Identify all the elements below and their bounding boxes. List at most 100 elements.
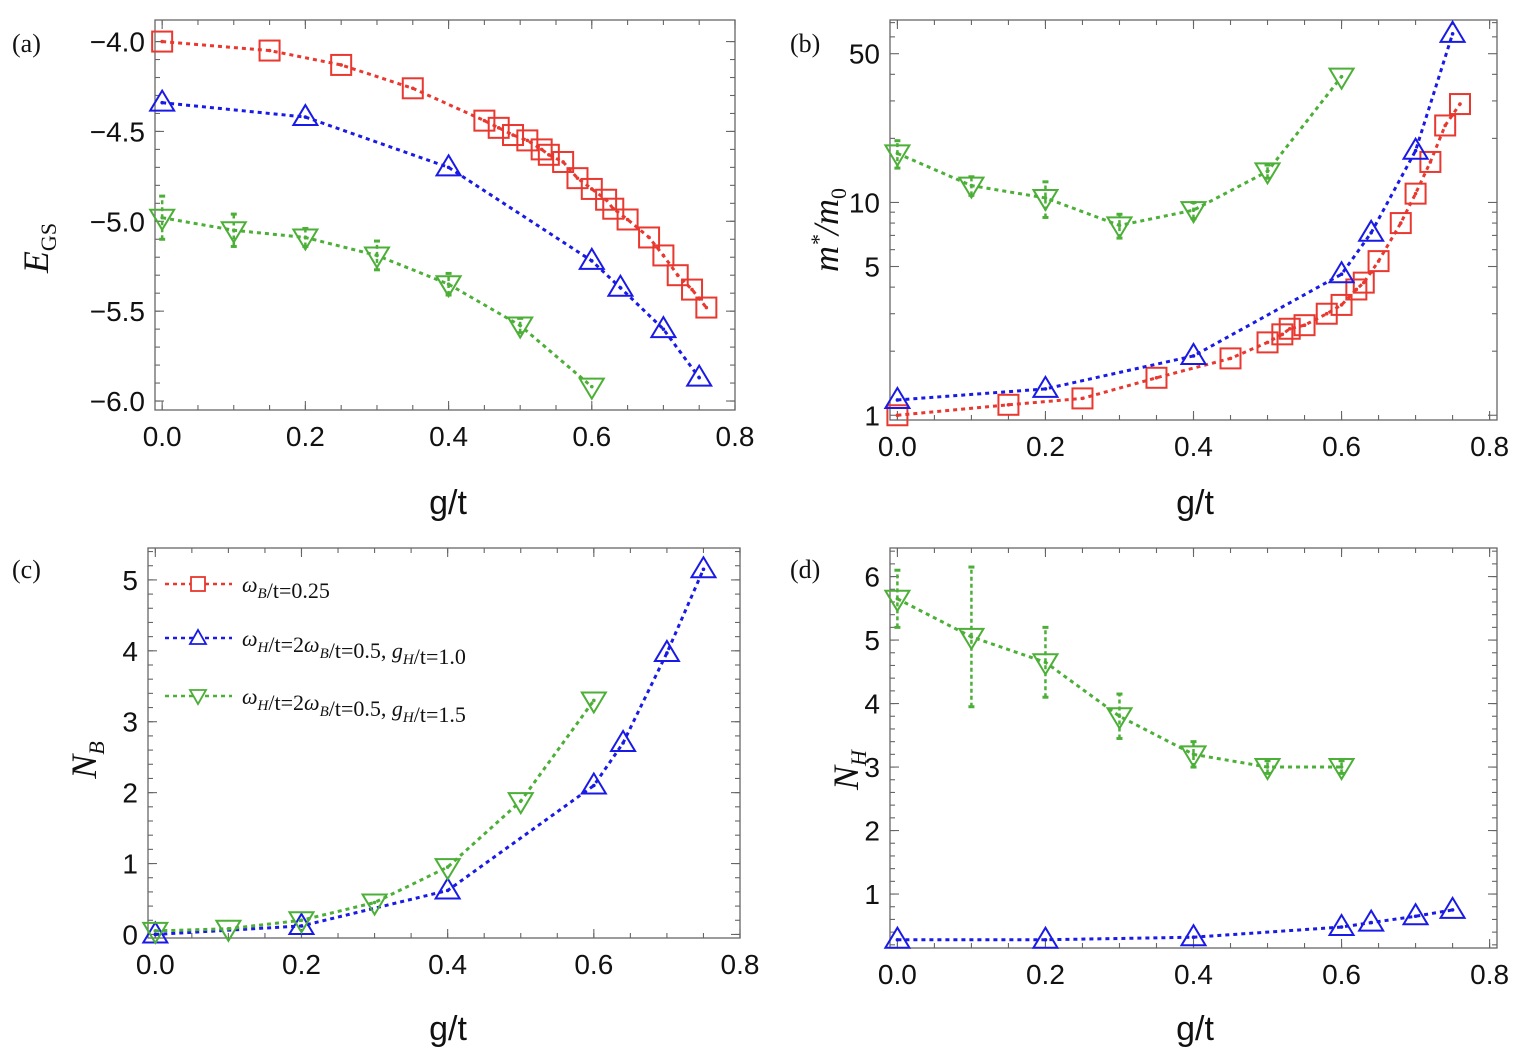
marker-square-a-dot	[339, 63, 343, 67]
marker-down-c	[287, 911, 316, 935]
marker-down-a	[291, 228, 320, 252]
marker-square-a-dot	[704, 305, 709, 310]
marker-square-a-dot	[496, 126, 501, 130]
marker-square-a-dot	[589, 187, 594, 191]
axes-frame-d	[889, 547, 1498, 949]
marker-square-a	[516, 129, 539, 152]
marker-square-b-dot	[1302, 323, 1307, 327]
marker-square-a-dot	[625, 217, 630, 222]
marker-square-a	[681, 278, 704, 301]
xtick-label-d: 0.2	[1026, 959, 1065, 990]
marker-down-d	[1179, 745, 1208, 769]
marker-square-b	[1315, 302, 1338, 325]
panel-a: (a) EGS g/t 0.0 0.2 0.4 0.6 0.8 −6.0 −5.5 −5.0 −…	[12, 19, 754, 522]
xtick-label-d: 0.6	[1322, 959, 1361, 990]
marker-down-b-dot	[1043, 196, 1048, 200]
marker-square-b	[1271, 323, 1294, 346]
ytick-label-b: 1	[864, 400, 880, 431]
marker-square-a-dot	[661, 253, 666, 258]
series-line-down-d	[896, 597, 1342, 769]
marker-square-b	[1071, 387, 1094, 410]
marker-up-b	[883, 386, 912, 409]
marker-square-a-dot	[482, 118, 487, 123]
marker-down-d	[957, 627, 986, 651]
marker-down-d	[1105, 707, 1134, 731]
marker-square-b-dot	[1339, 303, 1344, 307]
xtick-label-c: 0.2	[282, 949, 321, 980]
marker-up-c	[609, 729, 637, 752]
marker-square-a	[695, 296, 718, 319]
marker-down-d	[1031, 653, 1060, 677]
marker-down-b-dot	[1265, 169, 1270, 174]
marker-up-a	[434, 153, 463, 177]
marker-square-b	[1448, 93, 1471, 116]
marker-up-c-dot	[665, 651, 669, 655]
marker-up-a-dot	[589, 259, 594, 263]
marker-square-b	[1278, 317, 1301, 340]
marker-square-b-dot	[1443, 123, 1447, 128]
marker-up-b-dot	[895, 398, 900, 402]
marker-up-c	[580, 771, 608, 795]
marker-down-b-dot	[1191, 208, 1196, 212]
marker-square-a	[638, 226, 661, 249]
legend: ωB/t=0.25 ωH/t=2ωB/t=0.5, gH/t=1.0 ωH/t=2ω…	[165, 572, 466, 727]
ytick-label-c: 1	[122, 849, 138, 880]
marker-up-b	[1357, 218, 1385, 242]
xtick-label-a: 0.6	[572, 421, 611, 452]
marker-square-b	[1434, 114, 1457, 137]
marker-square-a-dot	[525, 138, 530, 143]
marker-square-a	[487, 116, 510, 139]
marker-down-a-dot	[375, 253, 379, 258]
xtick-label-c: 0.6	[574, 949, 613, 980]
marker-up-a	[291, 103, 320, 127]
marker-up-a-dot	[303, 115, 308, 119]
marker-down-d-dot	[1117, 714, 1122, 719]
legend-marker-down	[188, 689, 208, 706]
marker-square-b-dot	[1458, 102, 1462, 106]
marker-square-a	[552, 150, 575, 173]
marker-down-b-dot	[969, 183, 974, 188]
marker-up-c-dot	[621, 741, 625, 745]
series-line-up-b	[897, 33, 1455, 402]
marker-square-b	[886, 404, 909, 427]
marker-square-a	[330, 53, 353, 76]
marker-square-b-dot	[1154, 375, 1159, 380]
marker-square-a-dot	[690, 287, 694, 292]
marker-down-b	[883, 144, 912, 168]
marker-down-a	[506, 316, 534, 340]
marker-square-b-dot	[1398, 221, 1403, 225]
ytick-label-c: 3	[122, 707, 138, 738]
marker-square-a	[530, 138, 553, 161]
ytick-label-c: 2	[122, 778, 138, 809]
marker-up-b	[1179, 341, 1208, 365]
marker-square-b	[1145, 366, 1168, 389]
series-line-down-c	[155, 699, 596, 933]
marker-up-c-dot	[299, 924, 304, 928]
marker-up-b-dot	[1043, 387, 1048, 391]
marker-down-c-dot	[592, 698, 596, 703]
marker-up-b	[1327, 260, 1356, 284]
panel-label-a: (a)	[12, 29, 41, 58]
marker-down-c	[506, 792, 535, 816]
marker-up-b-dot	[1369, 231, 1373, 235]
marker-up-b	[1438, 19, 1467, 43]
ylabel-b: m*/m0	[806, 188, 851, 272]
marker-down-b	[1031, 188, 1060, 212]
marker-up-c	[653, 639, 681, 662]
marker-up-a-dot	[697, 375, 701, 380]
legend-label-square: ωB/t=0.25	[242, 572, 330, 603]
marker-square-b	[997, 393, 1020, 416]
marker-square-b	[1293, 314, 1316, 337]
marker-up-b-dot	[1339, 272, 1344, 277]
marker-square-b-dot	[1324, 311, 1329, 316]
series-line-up-a	[162, 101, 701, 379]
ytick-label-d: 4	[864, 689, 880, 720]
ytick-label-d: 1	[864, 879, 880, 910]
marker-up-a	[649, 315, 678, 339]
marker-down-d-dot	[1339, 765, 1344, 769]
marker-square-b-dot	[1265, 340, 1270, 345]
xtick-label-b: 0.6	[1322, 431, 1361, 462]
marker-square-b	[1219, 347, 1242, 370]
marker-square-b-dot	[1413, 191, 1418, 196]
ytick-label-a: −6.0	[90, 386, 145, 417]
